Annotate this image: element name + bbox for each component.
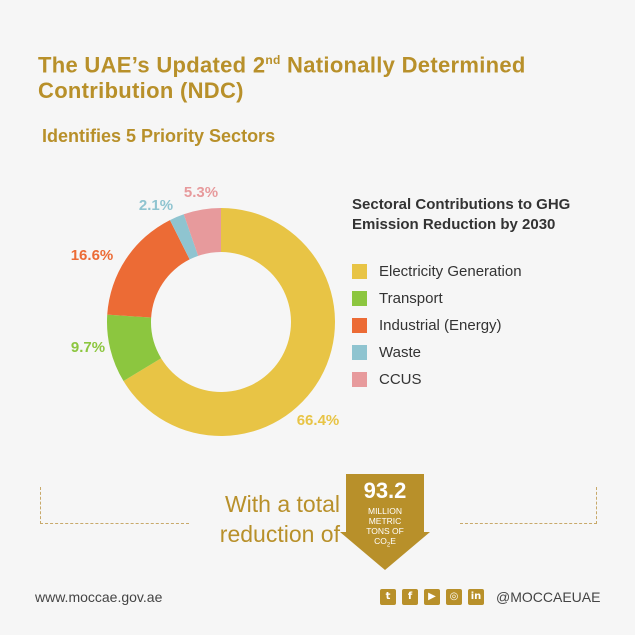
total-unit: MILLION METRIC TONS OF CO2E: [345, 506, 425, 551]
instagram-icon[interactable]: ◎: [446, 589, 462, 605]
legend-item: Waste: [352, 339, 522, 366]
legend-swatch: [352, 264, 367, 279]
legend-swatch: [352, 318, 367, 333]
slice-label-2: 9.7%: [71, 339, 105, 356]
twitter-icon[interactable]: t: [380, 589, 396, 605]
donut-slice-1: [123, 208, 335, 436]
bracket-left: [40, 487, 189, 524]
youtube-icon[interactable]: ▶: [424, 589, 440, 605]
legend-label: Electricity Generation: [379, 263, 522, 280]
legend-label: Industrial (Energy): [379, 317, 502, 334]
unit-line-1: MILLION: [367, 506, 402, 516]
legend-swatch: [352, 345, 367, 360]
title-rest: Nationally Determined Contribution (NDC): [38, 52, 526, 104]
bracket-right: [460, 487, 597, 524]
unit-line-2: METRIC: [368, 516, 402, 526]
legend-item: Transport: [352, 285, 522, 312]
donut-slice-5: [183, 208, 221, 256]
linkedin-icon[interactable]: in: [468, 589, 484, 605]
total-lead-text: With a total reduction of: [219, 491, 340, 547]
slice-label-3: 16.6%: [71, 247, 114, 264]
title-main: The UAE’s Updated 2: [38, 52, 266, 78]
page-title: The UAE’s Updated 2nd Nationally Determi…: [38, 47, 598, 104]
chart-legend: Electricity Generation Transport Industria…: [352, 258, 522, 393]
down-arrow-icon: [340, 474, 430, 570]
slice-label-5: 5.3%: [184, 184, 218, 201]
subtitle: Identifies 5 Priority Sectors: [42, 126, 276, 146]
legend-item: CCUS: [352, 366, 522, 393]
unit-co2: CO: [374, 536, 387, 546]
donut-slice-2: [107, 314, 162, 382]
total-value: 93.2: [363, 478, 407, 503]
unit-co2-sub: 2: [386, 542, 391, 549]
social-links: t f ▶ ◎ in @MOCCAEUAE: [380, 589, 600, 605]
donut-slice-3: [107, 220, 190, 318]
legend-item: Industrial (Energy): [352, 312, 522, 339]
legend-label: Waste: [379, 344, 421, 361]
slice-label-1: 66.4%: [297, 412, 340, 429]
unit-line-3: TONS OF: [366, 526, 404, 536]
title-superscript: nd: [265, 53, 281, 67]
slice-label-4: 2.1%: [139, 197, 173, 214]
unit-co2-end: E: [390, 536, 396, 546]
unit-line-4: CO2E: [345, 536, 425, 551]
facebook-icon[interactable]: f: [402, 589, 418, 605]
social-handle[interactable]: @MOCCAEUAE: [496, 589, 601, 605]
donut-slice-4: [169, 214, 199, 260]
donut-chart: 66.4% 9.7% 16.6% 2.1% 5.3%: [71, 184, 340, 436]
legend-title: Sectoral Contributions to GHG Emission R…: [352, 196, 571, 233]
legend-item: Electricity Generation: [352, 258, 522, 285]
legend-swatch: [352, 291, 367, 306]
legend-swatch: [352, 372, 367, 387]
website-link[interactable]: www.moccae.gov.ae: [35, 589, 163, 605]
legend-label: Transport: [379, 290, 443, 307]
total-badge: 93.2 MILLION METRIC TONS OF CO2E: [345, 478, 425, 551]
legend-label: CCUS: [379, 371, 422, 388]
